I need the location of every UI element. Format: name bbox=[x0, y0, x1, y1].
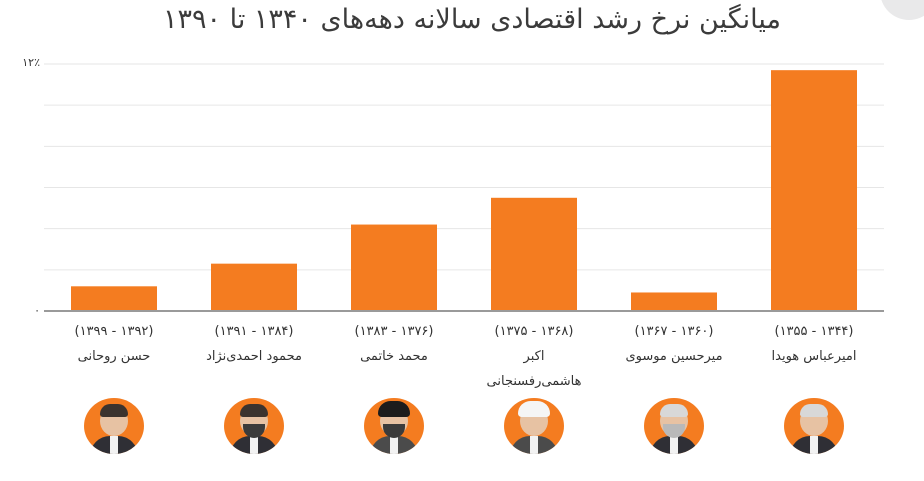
category-period-label: (۱۳۷۶ - ۱۳۸۳) bbox=[355, 324, 434, 339]
category-period-label: (۱۳۹۲ - ۱۳۹۹) bbox=[75, 324, 154, 339]
grid-lines bbox=[44, 63, 884, 271]
portrait-shirt bbox=[670, 436, 678, 454]
bar bbox=[771, 70, 857, 311]
portrait-beard bbox=[383, 424, 405, 438]
category-period-label: (۱۳۶۰ - ۱۳۶۷) bbox=[635, 324, 714, 339]
category-name-label: اکبر bbox=[523, 349, 545, 364]
bars bbox=[71, 70, 857, 311]
portrait-hair bbox=[660, 404, 688, 417]
category-name-label: امیرعباس هویدا bbox=[772, 349, 857, 364]
category-name-label: محمد خاتمی bbox=[360, 349, 428, 364]
portrait-icon bbox=[224, 398, 284, 454]
y-tick-label-zero: ۰ bbox=[34, 304, 40, 317]
bar bbox=[631, 292, 717, 311]
portrait-hair bbox=[518, 401, 550, 417]
portrait-shirt bbox=[810, 436, 818, 454]
bar bbox=[351, 224, 437, 311]
category-name-label-line2: هاشمی‌رفسنجانی bbox=[487, 374, 582, 389]
portrait-beard bbox=[243, 424, 265, 438]
portrait-hair bbox=[240, 404, 268, 417]
portrait-hair bbox=[378, 401, 410, 417]
portrait-icon bbox=[644, 398, 704, 454]
portrait-shirt bbox=[390, 436, 398, 454]
category-name-label: میرحسین موسوی bbox=[625, 349, 722, 364]
category-period-label: (۱۳۶۸ - ۱۳۷۵) bbox=[495, 324, 574, 339]
category-name-label: محمود احمدی‌نژاد bbox=[206, 349, 302, 364]
portrait-icon bbox=[364, 398, 424, 454]
bar bbox=[71, 286, 157, 311]
category-period-label: (۱۳۴۴ - ۱۳۵۵) bbox=[775, 324, 854, 339]
bar bbox=[491, 197, 577, 311]
bar bbox=[211, 263, 297, 311]
chart-title: میانگین نرخ رشد اقتصادی سالانه دهه‌های ۱… bbox=[163, 4, 781, 35]
category-period-label: (۱۳۸۴ - ۱۳۹۱) bbox=[215, 324, 294, 339]
portrait-hair bbox=[100, 404, 128, 417]
portrait-beard bbox=[663, 424, 685, 438]
portrait-icon bbox=[784, 398, 844, 454]
portrait-shirt bbox=[110, 436, 118, 454]
y-tick-label-max: ۱۲٪ bbox=[22, 56, 40, 69]
portrait-shirt bbox=[250, 436, 258, 454]
portrait-icon bbox=[504, 398, 564, 454]
portrait-icon bbox=[84, 398, 144, 454]
category-labels: (۱۳۹۲ - ۱۳۹۹) حسن روحانی (۱۳۸۴ - ۱۳۹۱) محمو… bbox=[75, 324, 857, 389]
category-name-label: حسن روحانی bbox=[78, 349, 151, 364]
portrait-hair bbox=[800, 404, 828, 417]
portrait-shirt bbox=[530, 436, 538, 454]
